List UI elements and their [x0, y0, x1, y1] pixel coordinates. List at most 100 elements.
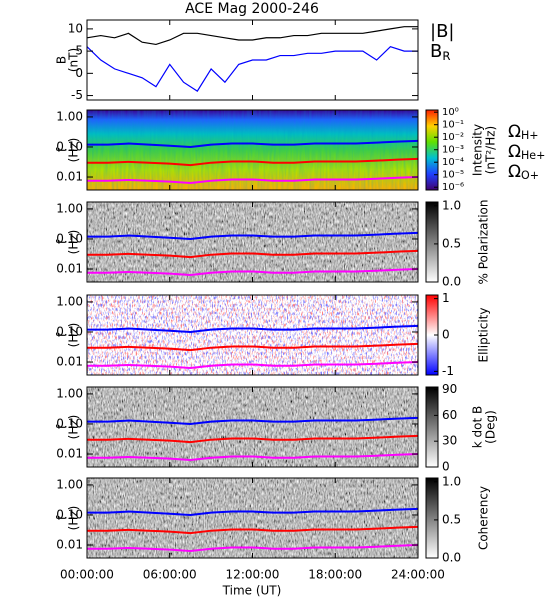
y-tick-label: 0.10 [56, 416, 83, 430]
colorbar [425, 477, 439, 559]
y-tick-label: -5 [71, 88, 83, 102]
y-tick-label: 1.00 [56, 477, 83, 491]
colorbar-label: (nT²/Hz) [484, 126, 498, 174]
colorbar-tick-label: 10⁻⁴ [442, 157, 464, 168]
y-axis-label: (Hz) [67, 506, 81, 531]
line [87, 544, 419, 553]
colorbar-tick-label: 0 [442, 328, 450, 342]
line [87, 324, 419, 333]
y-axis-label: f [55, 332, 69, 337]
line [86, 45, 418, 92]
y-tick-label: 10 [68, 21, 83, 35]
y-axis-label: f [55, 424, 69, 429]
colorbar-tick-label: 90 [442, 382, 457, 396]
y-tick-label: 0.01 [56, 355, 83, 369]
legend-label: ΩH+ [508, 122, 539, 142]
colorbar-tick-label: 1 [442, 291, 450, 305]
y-axis-label: (nT) [67, 48, 81, 72]
colorbar-label: k dot B [471, 406, 485, 448]
y-axis-label: (Hz) [67, 415, 81, 440]
colorbar-label: Ellipticity [477, 308, 491, 363]
colorbar [425, 386, 439, 468]
y-tick-label: 0.10 [56, 139, 83, 153]
colorbar [425, 201, 439, 283]
legend-label: ΩO+ [508, 162, 539, 182]
series-group [87, 231, 419, 277]
line [87, 416, 419, 425]
colorbar-tick-label: 1.0 [442, 474, 461, 488]
series-group [87, 139, 419, 185]
line [87, 249, 419, 259]
y-tick-label: 1.00 [56, 201, 83, 215]
y-axis-label: (Hz) [67, 230, 81, 255]
line [87, 231, 419, 240]
colorbar-label: % Polarization [477, 200, 491, 285]
line [87, 139, 419, 148]
line [87, 361, 419, 370]
colorbar-tick-label: 0.5 [442, 236, 461, 250]
legend-label: |B| [430, 21, 454, 42]
series-group [87, 324, 419, 370]
colorbar-tick-label: 0.0 [442, 275, 461, 289]
legend-label: ΩHe+ [508, 142, 545, 162]
series-group [86, 26, 418, 92]
colorbar-tick-label: 10⁻⁶ [442, 182, 464, 193]
y-axis-label: f [55, 239, 69, 244]
colorbar-tick-label: 0 [442, 460, 450, 474]
y-axis-label: f [55, 147, 69, 152]
y-tick-label: 1.00 [56, 109, 83, 123]
colorbar-label: (Deg) [484, 410, 498, 444]
line [87, 507, 419, 516]
colorbar-tick-label: 0.5 [442, 512, 461, 526]
spectrogram-image [87, 387, 418, 467]
x-tick-label: 18:00:00 [308, 568, 362, 582]
x-tick-label: 24:00:00 [391, 568, 445, 582]
y-axis-label: B [55, 56, 69, 64]
colorbar-label: Intensity [471, 124, 485, 176]
colorbar-tick-label: 10⁻⁵ [442, 170, 464, 181]
y-axis-label: (Hz) [67, 323, 81, 348]
y-axis-label: f [55, 515, 69, 520]
line [87, 342, 419, 352]
line [87, 157, 419, 167]
series-group [87, 507, 419, 553]
x-axis-label: Time (UT) [222, 584, 282, 598]
colorbar-tick-label: 30 [442, 434, 457, 448]
spectrogram-texture [87, 295, 418, 375]
line [87, 434, 419, 444]
colorbar-tick-label: 1.0 [442, 198, 461, 212]
colorbar-tick-label: 10⁰ [442, 107, 459, 118]
y-tick-label: 0.01 [56, 447, 83, 461]
line [87, 453, 419, 462]
y-axis-label: (Hz) [67, 138, 81, 163]
colorbar-tick-label: 0.0 [442, 551, 461, 565]
colorbar-tick-label: 60 [442, 408, 457, 422]
y-tick-label: 0.10 [56, 324, 83, 338]
y-tick-label: 1.00 [56, 294, 83, 308]
spectrogram-image [87, 478, 418, 558]
y-tick-label: 0.10 [56, 231, 83, 245]
x-tick-label: 06:00:00 [143, 568, 197, 582]
series-group [87, 416, 419, 462]
legend-label: BR [430, 41, 450, 63]
line [87, 525, 419, 535]
line [87, 176, 419, 185]
y-tick-label: 1.00 [56, 386, 83, 400]
y-tick-label: 5 [75, 44, 83, 58]
colorbar-label: Coherency [477, 486, 491, 550]
x-tick-label: 00:00:00 [60, 568, 114, 582]
colorbar-tick-label: -1 [442, 364, 454, 378]
y-tick-label: 0.01 [56, 538, 83, 552]
colorbar-tick-label: 10⁻² [442, 132, 464, 143]
y-tick-label: 0.01 [56, 170, 83, 184]
line [87, 268, 419, 277]
title: ACE Mag 2000-246 [185, 1, 319, 17]
y-tick-label: 0.01 [56, 262, 83, 276]
y-tick-label: 0.10 [56, 507, 83, 521]
colorbar-tick-label: 10⁻³ [442, 145, 464, 156]
x-tick-label: 12:00:00 [226, 568, 280, 582]
colorbar-tick-label: 10⁻¹ [442, 120, 464, 131]
spectrogram-texture [87, 110, 418, 190]
line [86, 26, 418, 46]
